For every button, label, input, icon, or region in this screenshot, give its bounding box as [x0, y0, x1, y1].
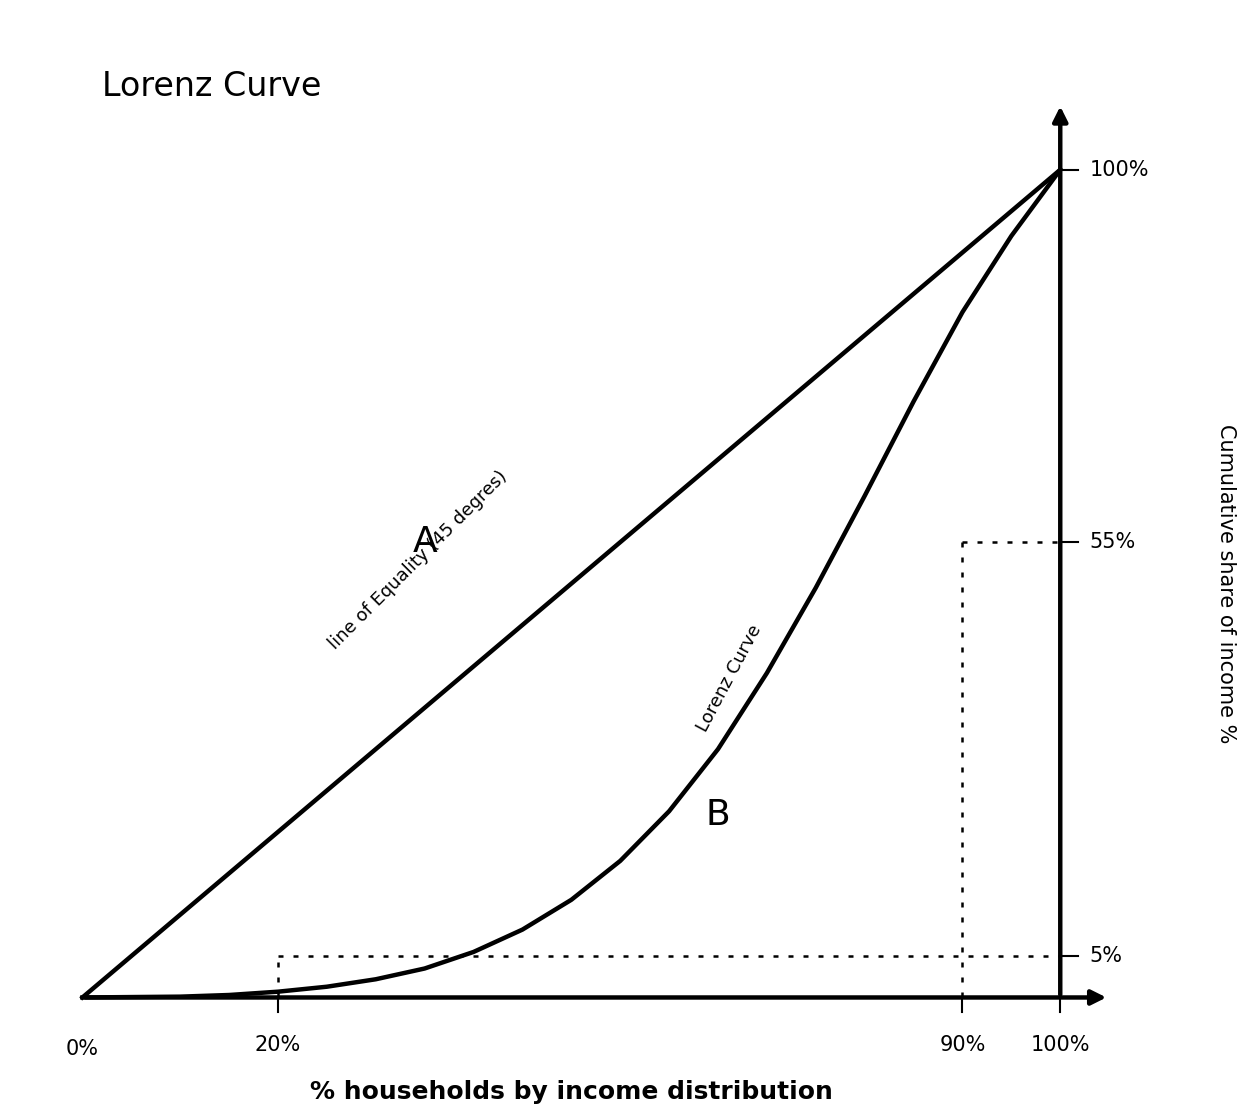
Text: 100%: 100% [1031, 1035, 1090, 1054]
Text: 5%: 5% [1090, 946, 1123, 966]
Text: 20%: 20% [255, 1035, 301, 1054]
Text: Lorenz Curve: Lorenz Curve [102, 70, 321, 103]
Text: % households by income distribution: % households by income distribution [310, 1080, 833, 1104]
Text: 90%: 90% [939, 1035, 985, 1054]
Text: 55%: 55% [1090, 533, 1135, 553]
Text: 100%: 100% [1090, 160, 1149, 180]
Text: A: A [412, 525, 437, 559]
Text: Lorenz Curve: Lorenz Curve [694, 622, 765, 735]
Text: Cumulative share of income %: Cumulative share of income % [1216, 424, 1236, 743]
Text: line of Equality (45 degres): line of Equality (45 degres) [325, 468, 512, 654]
Text: B: B [706, 798, 731, 833]
Text: 0%: 0% [66, 1039, 98, 1059]
